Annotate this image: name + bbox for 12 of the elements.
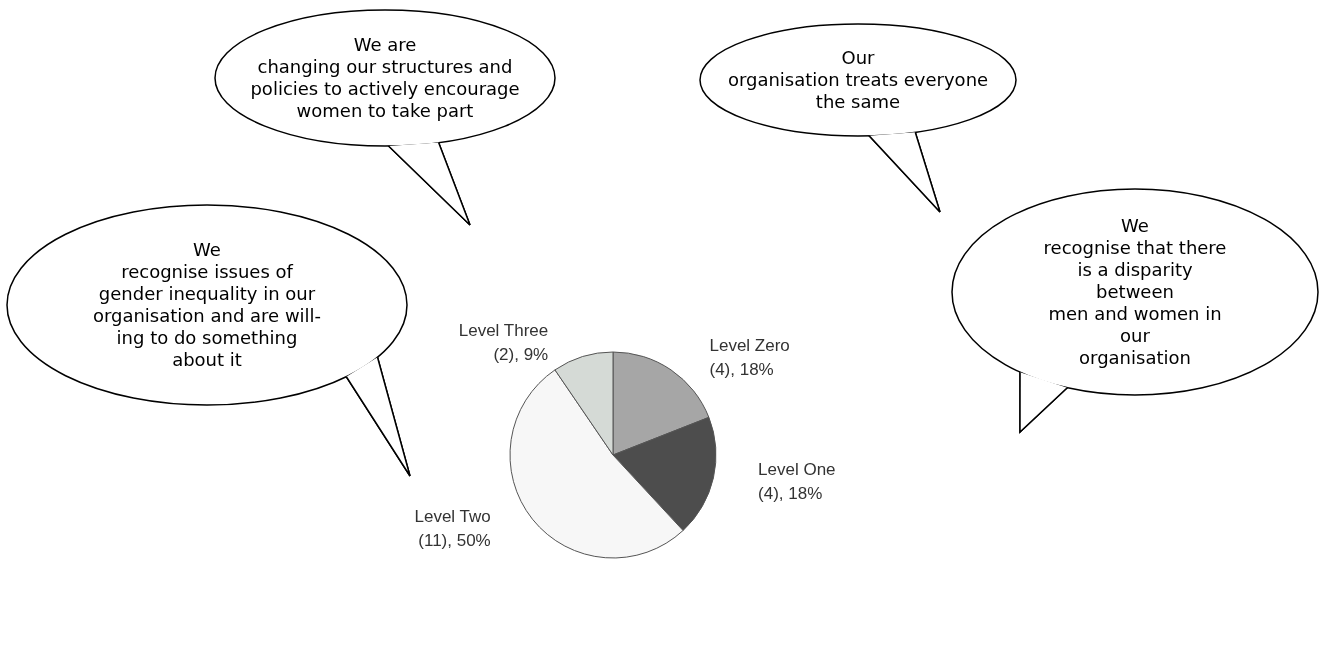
text: We recognise issues of gender inequality in our organisation and are will- ing to do something about it [92, 239, 322, 371]
text: Our organisation treats everyone the same [727, 47, 989, 113]
data-label: (2), 9% [493, 344, 549, 364]
slice-label: Level Three [458, 320, 549, 340]
slice-label: Level Two [414, 507, 491, 527]
slice-label: Level One [758, 459, 836, 479]
data-label: (4), 18% [758, 483, 823, 503]
slice-label: Level Zero [709, 336, 790, 355]
text: We are changing our structures and policies to actively encourage women to take part [250, 34, 520, 122]
data-label: (11), 50% [418, 531, 491, 551]
data-label: (4), 18% [709, 360, 774, 379]
text: We recognise that there is a disparity between men and women in our organisation [1043, 215, 1227, 369]
